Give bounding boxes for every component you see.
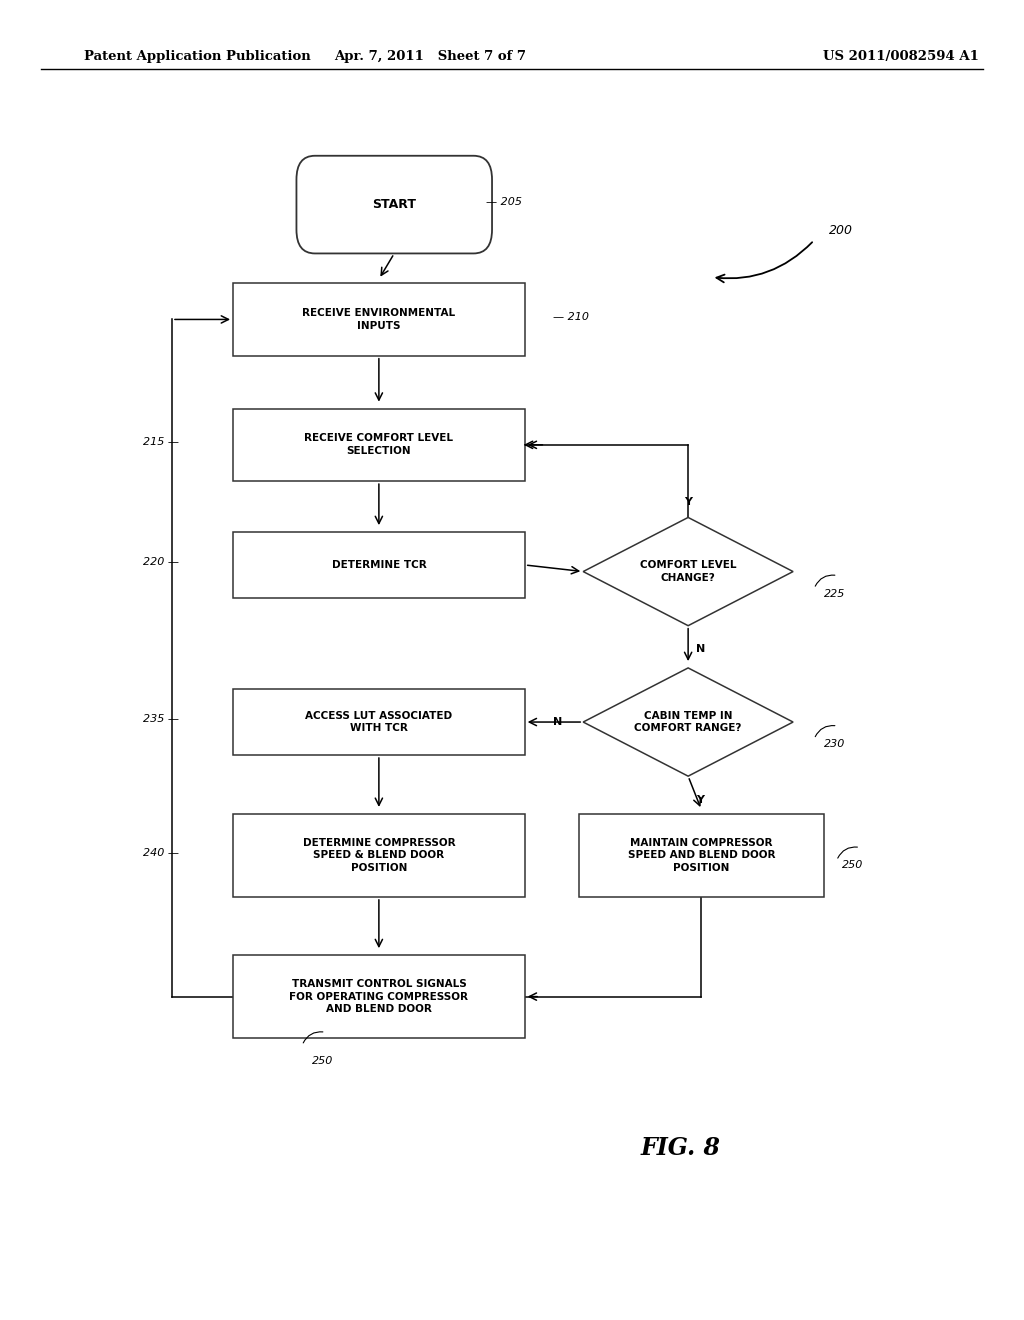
Text: US 2011/0082594 A1: US 2011/0082594 A1 [823, 50, 979, 63]
FancyBboxPatch shape [297, 156, 492, 253]
FancyBboxPatch shape [233, 813, 524, 898]
Text: N: N [695, 644, 706, 655]
Text: 215 —: 215 — [143, 437, 179, 447]
Polygon shape [584, 517, 794, 626]
FancyBboxPatch shape [233, 689, 524, 755]
Text: Y: Y [684, 496, 692, 507]
Text: 200: 200 [829, 224, 853, 238]
FancyBboxPatch shape [233, 282, 524, 355]
Text: MAINTAIN COMPRESSOR
SPEED AND BLEND DOOR
POSITION: MAINTAIN COMPRESSOR SPEED AND BLEND DOOR… [628, 838, 775, 873]
Text: DETERMINE COMPRESSOR
SPEED & BLEND DOOR
POSITION: DETERMINE COMPRESSOR SPEED & BLEND DOOR … [302, 838, 456, 873]
Text: N: N [553, 717, 562, 727]
Text: TRANSMIT CONTROL SIGNALS
FOR OPERATING COMPRESSOR
AND BLEND DOOR: TRANSMIT CONTROL SIGNALS FOR OPERATING C… [290, 979, 468, 1014]
Text: DETERMINE TCR: DETERMINE TCR [332, 560, 426, 570]
Text: Patent Application Publication: Patent Application Publication [84, 50, 310, 63]
Text: — 205: — 205 [486, 197, 522, 207]
Text: RECEIVE ENVIRONMENTAL
INPUTS: RECEIVE ENVIRONMENTAL INPUTS [302, 308, 456, 331]
Text: 235 —: 235 — [143, 714, 179, 725]
Text: — 210: — 210 [553, 312, 589, 322]
Text: ACCESS LUT ASSOCIATED
WITH TCR: ACCESS LUT ASSOCIATED WITH TCR [305, 710, 453, 734]
Text: FIG. 8: FIG. 8 [641, 1137, 721, 1160]
Text: RECEIVE COMFORT LEVEL
SELECTION: RECEIVE COMFORT LEVEL SELECTION [304, 433, 454, 457]
Text: 230: 230 [824, 739, 846, 750]
Text: Apr. 7, 2011   Sheet 7 of 7: Apr. 7, 2011 Sheet 7 of 7 [334, 50, 526, 63]
Polygon shape [584, 668, 794, 776]
Text: 225: 225 [824, 589, 846, 599]
FancyBboxPatch shape [579, 813, 824, 898]
FancyBboxPatch shape [233, 408, 524, 480]
Text: 250: 250 [312, 1056, 334, 1067]
Text: 220 —: 220 — [143, 557, 179, 568]
Text: CABIN TEMP IN
COMFORT RANGE?: CABIN TEMP IN COMFORT RANGE? [635, 710, 741, 734]
Text: START: START [373, 198, 416, 211]
Text: 250: 250 [842, 859, 863, 870]
Text: Y: Y [696, 795, 705, 805]
FancyBboxPatch shape [233, 532, 524, 598]
Text: COMFORT LEVEL
CHANGE?: COMFORT LEVEL CHANGE? [640, 560, 736, 583]
Text: 240 —: 240 — [143, 847, 179, 858]
FancyBboxPatch shape [233, 956, 524, 1038]
